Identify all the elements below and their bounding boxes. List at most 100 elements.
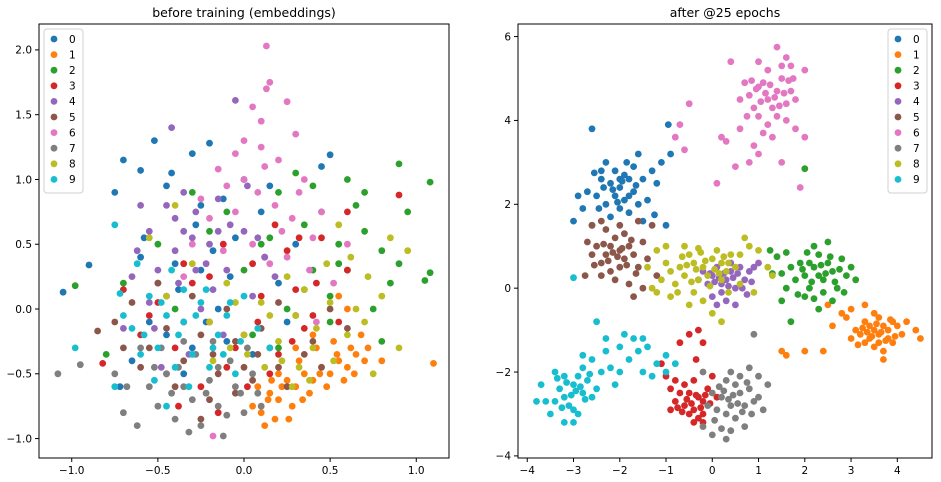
point-class-8 [676,263,684,271]
point-class-5 [625,280,633,288]
point-class-7 [163,370,170,378]
point-class-8 [678,253,686,261]
point-class-4 [192,266,200,274]
point-class-5 [588,251,596,258]
point-class-9 [584,377,591,384]
legend-label-6: 6 [69,127,76,139]
point-class-3 [692,391,700,399]
point-class-0 [197,202,205,209]
legend-label-8: 8 [69,159,76,171]
point-class-2 [352,202,360,209]
legend-label-0: 0 [69,34,76,46]
point-class-1 [288,402,296,410]
point-class-8 [755,247,762,254]
point-class-1 [278,383,286,391]
point-class-0 [602,159,610,166]
point-class-6 [752,85,760,93]
point-class-7 [715,383,723,391]
point-class-2 [829,268,836,275]
point-class-6 [782,54,790,61]
point-class-5 [630,251,637,258]
point-class-5 [600,240,607,248]
point-class-1 [847,335,855,342]
point-class-0 [639,175,647,183]
point-class-0 [597,167,605,175]
point-class-8 [699,263,707,271]
point-class-0 [163,182,170,190]
point-class-5 [597,272,605,279]
point-class-9 [206,363,213,371]
point-class-0 [611,167,619,175]
point-class-9 [551,398,559,405]
point-class-1 [268,376,275,384]
point-class-9 [563,379,570,386]
point-class-1 [861,301,869,309]
point-class-6 [214,165,222,173]
point-class-0 [616,205,624,212]
point-class-6 [773,87,781,95]
point-class-7 [734,400,742,407]
point-class-2 [283,305,291,313]
point-class-9 [185,383,193,391]
point-class-3 [688,400,695,407]
point-class-2 [822,270,829,277]
point-class-1 [275,396,282,404]
legend-label-1: 1 [913,49,920,61]
point-class-9 [151,376,158,384]
point-class-6 [206,214,213,222]
point-class-0 [59,288,67,296]
right-chart-title: after @25 epochs [670,5,781,20]
point-class-6 [782,100,790,108]
point-class-6 [671,133,679,141]
legend-marker-4 [894,98,902,105]
point-class-6 [764,121,772,128]
point-class-3 [266,370,274,378]
right-chart-legend: 0 1 2 3 4 5 6 7 8 9 [887,28,928,194]
point-class-9 [639,335,647,342]
point-class-5 [604,257,612,265]
point-class-7 [759,406,767,414]
point-class-8 [387,234,394,242]
point-class-2 [787,318,795,326]
point-class-0 [275,279,282,287]
point-class-2 [833,284,841,292]
point-class-7 [755,393,762,401]
point-class-3 [678,408,686,416]
point-class-0 [188,344,196,352]
point-class-7 [708,431,716,439]
point-class-2 [778,297,786,305]
point-class-0 [662,221,670,229]
point-class-2 [361,227,368,235]
point-class-6 [741,79,749,87]
point-class-2 [801,293,809,300]
point-class-5 [627,236,635,244]
point-class-8 [704,272,712,279]
left-chart-frame [38,23,450,459]
left-chart-points [54,42,437,440]
point-class-5 [154,279,162,287]
point-class-1 [335,357,343,365]
point-class-8 [683,261,691,269]
point-class-9 [560,372,568,380]
point-class-7 [736,389,744,397]
point-class-1 [861,318,869,326]
point-class-8 [715,270,723,277]
point-class-6 [266,78,274,86]
point-class-1 [778,347,786,355]
point-class-1 [782,351,790,359]
point-class-2 [831,278,839,286]
point-class-8 [720,253,728,261]
point-class-4 [718,289,725,296]
point-class-8 [725,259,732,267]
point-class-3 [676,339,684,347]
point-class-8 [344,331,351,339]
point-class-1 [344,363,351,371]
point-class-1 [249,402,256,410]
point-class-0 [653,179,661,187]
point-class-0 [600,184,607,191]
point-class-2 [335,260,343,268]
y-tick-label: 0.0 [15,304,32,316]
legend-marker-6 [894,129,902,137]
point-class-8 [692,265,700,273]
point-class-5 [275,299,282,306]
